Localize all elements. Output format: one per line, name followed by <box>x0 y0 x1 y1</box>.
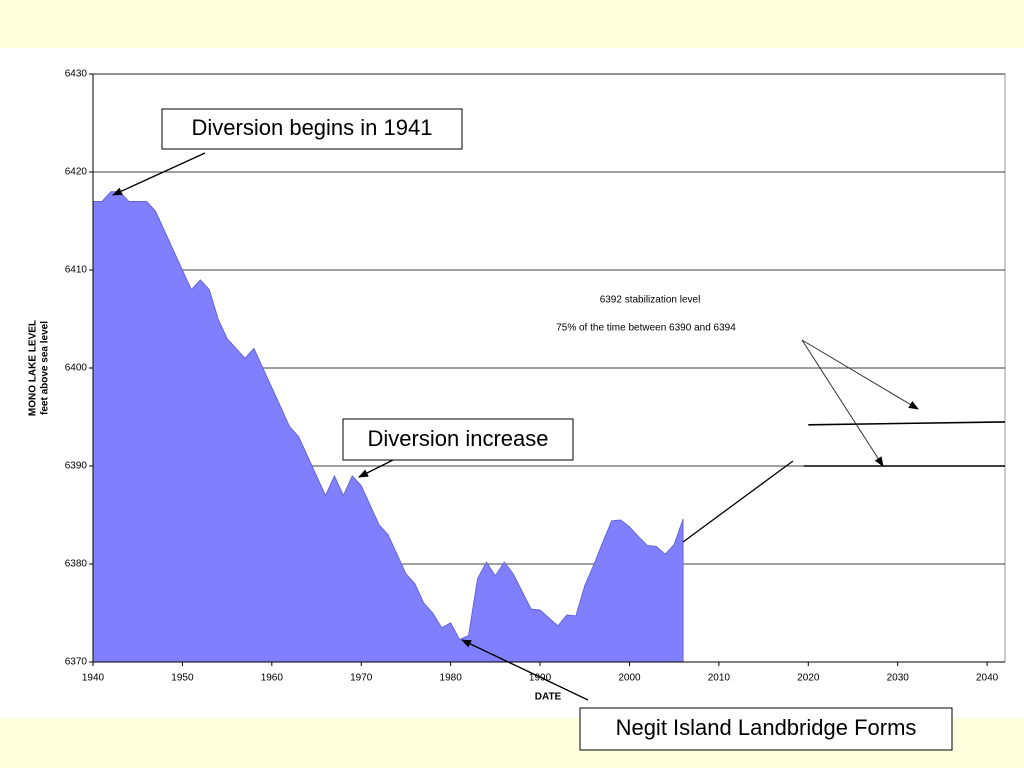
reference-line <box>808 421 1006 426</box>
x-tick-label: 2030 <box>887 673 910 684</box>
annotation-arrow <box>801 339 919 410</box>
annotation-arrow <box>112 152 206 196</box>
x-axis-title: DATE <box>535 692 562 703</box>
x-tick-label: 1960 <box>261 673 284 684</box>
annotation: Diversion begins in 1941 <box>192 115 433 140</box>
annotation: 75% of the time between 6390 and 6394 <box>556 323 736 334</box>
plot: 6370 6380 6390 6400 6410 6420 6430 1940 1950 1960… <box>65 69 1006 684</box>
top-band <box>0 0 1024 48</box>
x-tick-label: 2020 <box>797 673 820 684</box>
y-tick-label: 6400 <box>65 363 88 374</box>
y-tick-label: 6370 <box>65 657 88 668</box>
area <box>92 191 684 663</box>
x-tick-label: 2040 <box>976 673 999 684</box>
annotation-arrow <box>801 339 884 467</box>
y-tick-label: 6410 <box>65 265 88 276</box>
x-tick-label: 1940 <box>82 673 105 684</box>
annotation: Negit Island Landbridge Forms <box>616 715 917 740</box>
annotation-box <box>342 418 574 461</box>
annotation-arrow <box>358 459 394 478</box>
annotation-box <box>161 108 463 150</box>
x-tick-label: 1990 <box>529 673 552 684</box>
y-tick-label: 6430 <box>65 69 88 80</box>
x-tick-label: 1970 <box>350 673 373 684</box>
connector-line <box>682 460 794 543</box>
annotation-arrow <box>461 639 589 701</box>
x-tick-label: 1950 <box>171 673 194 684</box>
annotations: MONO LAKE LEVEL feet above sea level DAT… <box>28 108 953 751</box>
y-tick-label: 6380 <box>65 559 88 570</box>
annotation: Diversion increase <box>368 426 549 451</box>
y-axis-title: MONO LAKE LEVEL <box>28 320 39 416</box>
annotation-box <box>579 707 953 751</box>
y-tick-label: 6420 <box>65 167 88 178</box>
y-axis-subtitle: feet above sea level <box>40 321 51 415</box>
y-tick-label: 6390 <box>65 461 88 472</box>
annotation: 6392 stabilization level <box>600 295 701 306</box>
x-tick-label: 1980 <box>440 673 463 684</box>
x-tick-label: 2010 <box>708 673 731 684</box>
x-tick-label: 2000 <box>618 673 641 684</box>
